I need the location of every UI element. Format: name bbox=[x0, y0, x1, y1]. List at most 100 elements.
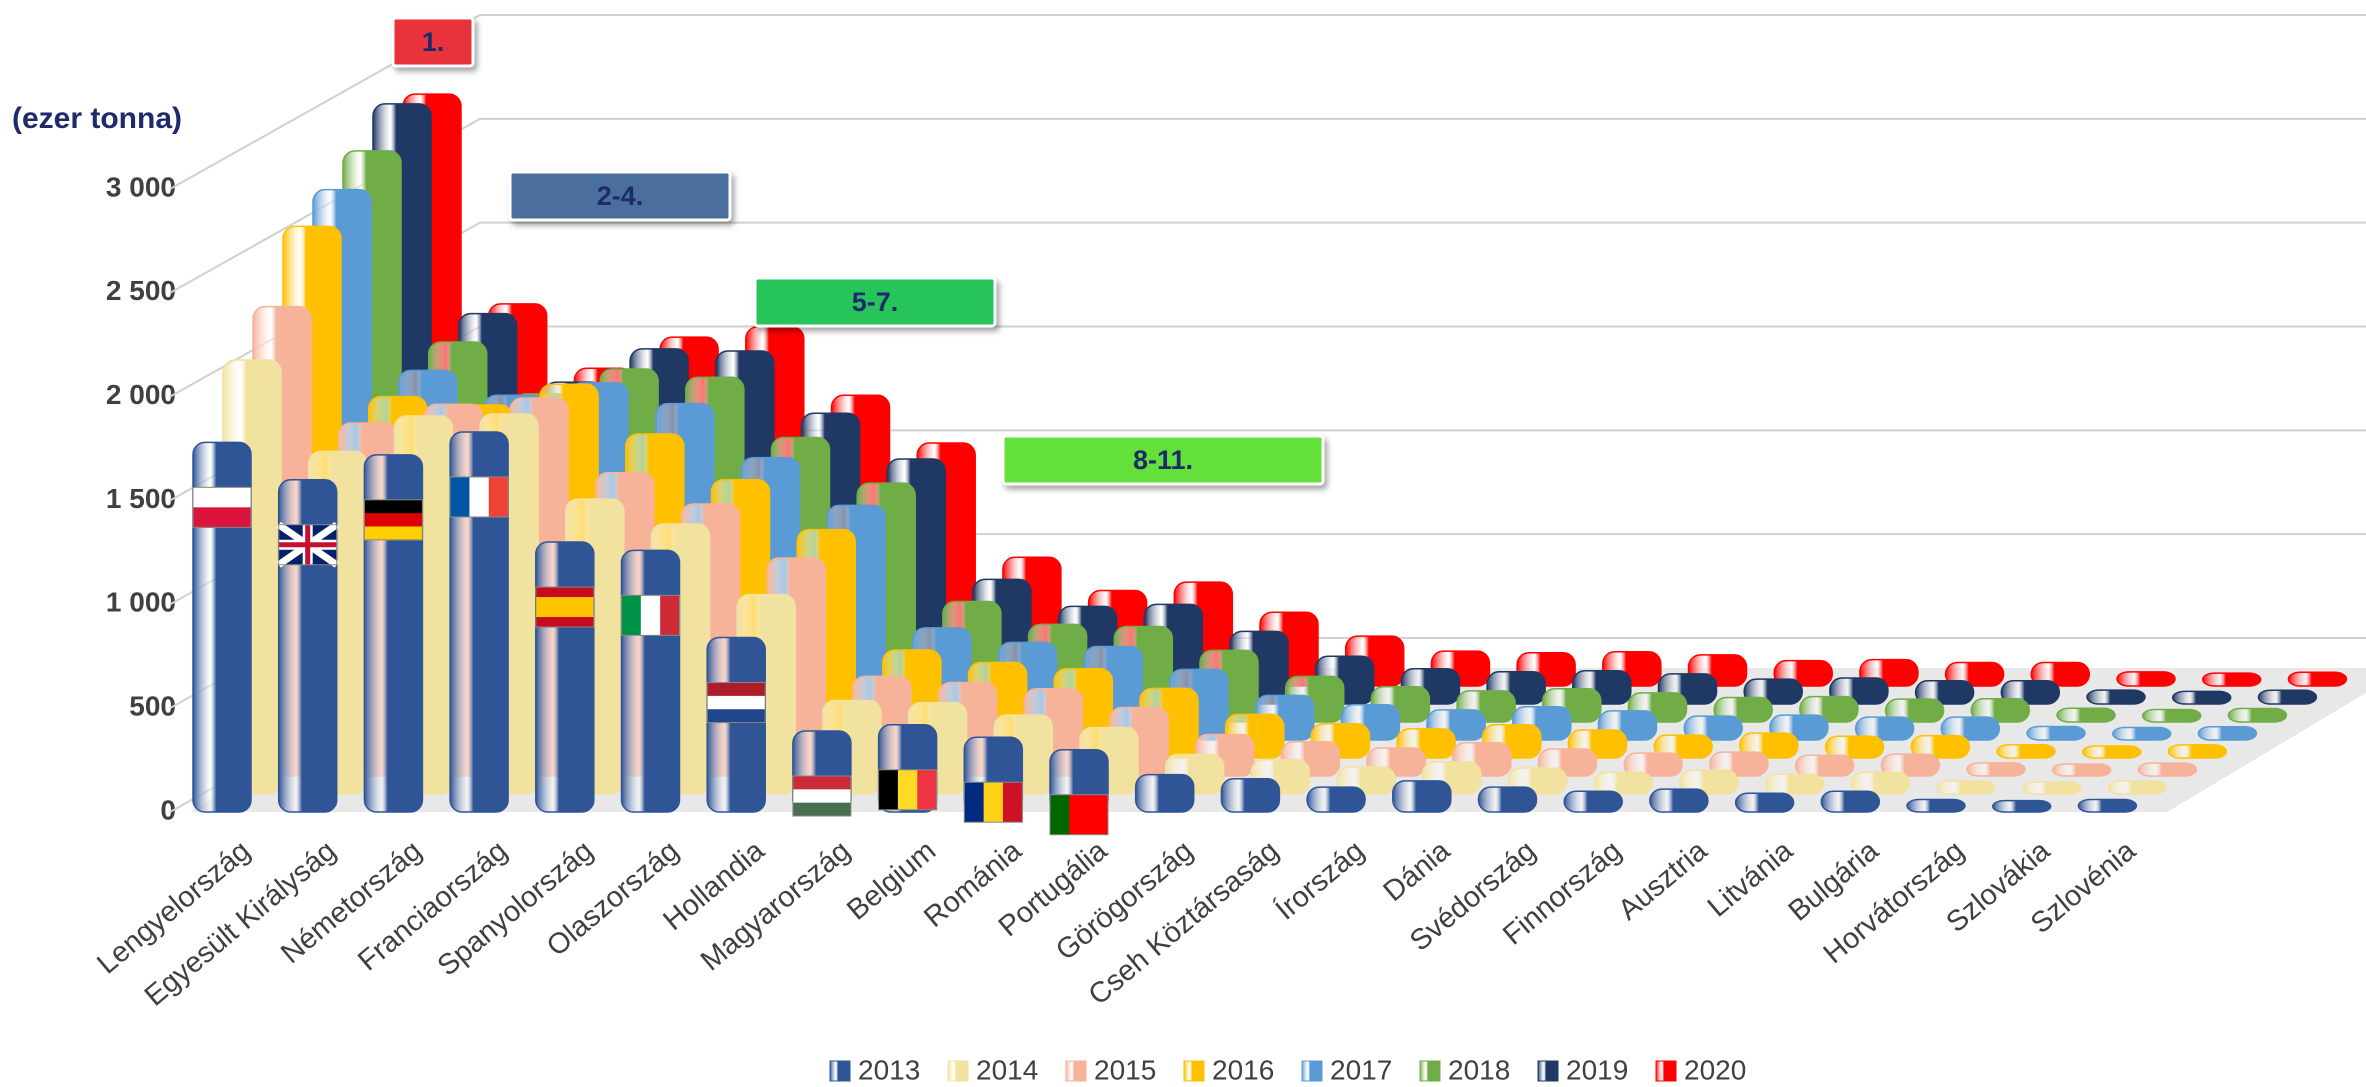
flag bbox=[193, 487, 251, 528]
bar bbox=[2057, 708, 2115, 722]
y-tick-label: 2 000 bbox=[106, 379, 176, 410]
legend-label: 2016 bbox=[1212, 1054, 1274, 1085]
flag-part bbox=[1050, 795, 1070, 835]
flag-part bbox=[879, 770, 899, 810]
bar bbox=[2027, 727, 2085, 740]
bar bbox=[1997, 745, 2055, 758]
flag-part bbox=[536, 597, 594, 608]
grid-line bbox=[170, 119, 2366, 293]
bar bbox=[1221, 779, 1279, 812]
rank-label: 5-7. bbox=[852, 287, 899, 317]
bar bbox=[2113, 728, 2171, 740]
bar bbox=[1907, 800, 1965, 812]
bar bbox=[2108, 781, 2166, 794]
flag-part bbox=[793, 803, 851, 817]
bar bbox=[1479, 787, 1537, 812]
rank-label: 1. bbox=[422, 27, 445, 57]
flag-part bbox=[193, 487, 251, 508]
legend-label: 2013 bbox=[858, 1054, 920, 1085]
legend-label: 2014 bbox=[976, 1054, 1038, 1085]
flag-part bbox=[536, 617, 594, 628]
flag bbox=[364, 500, 422, 540]
flag-part bbox=[489, 477, 509, 517]
flag-part bbox=[536, 607, 594, 618]
flag-part bbox=[917, 770, 937, 810]
y-tick-label: 500 bbox=[129, 691, 176, 722]
legend-label: 2020 bbox=[1684, 1054, 1746, 1085]
flag-part bbox=[660, 595, 680, 635]
rank-label: 2-4. bbox=[597, 181, 644, 211]
flag bbox=[1050, 795, 1109, 835]
flag-part bbox=[984, 782, 1004, 822]
legend-swatch bbox=[1656, 1061, 1676, 1081]
bar bbox=[2087, 690, 2145, 704]
x-tick-label: Litvánia bbox=[1702, 834, 1800, 923]
legend-swatch bbox=[1184, 1061, 1204, 1081]
x-tick-label: Ausztria bbox=[1612, 834, 1713, 926]
flag-part bbox=[622, 595, 642, 635]
flag-part bbox=[641, 595, 661, 635]
bar bbox=[622, 550, 680, 812]
bar bbox=[2078, 800, 2136, 812]
bar bbox=[1736, 793, 1794, 812]
bar bbox=[1393, 781, 1451, 812]
legend-swatch bbox=[948, 1061, 968, 1081]
bar bbox=[1821, 791, 1879, 812]
flag-part bbox=[964, 782, 984, 822]
y-tick-label: 3 000 bbox=[106, 171, 176, 202]
flag-part bbox=[707, 709, 765, 723]
bar bbox=[2117, 672, 2175, 686]
bar bbox=[1766, 774, 1824, 794]
bar bbox=[1307, 787, 1365, 812]
flag-part bbox=[1089, 795, 1109, 835]
flag-part bbox=[364, 526, 422, 540]
flag-part bbox=[707, 696, 765, 710]
bar bbox=[1796, 755, 1854, 776]
flag bbox=[964, 782, 1023, 822]
bar bbox=[1993, 801, 2051, 812]
flag bbox=[707, 683, 765, 724]
flag-part bbox=[536, 587, 594, 598]
legend-label: 2018 bbox=[1448, 1054, 1510, 1085]
flag bbox=[793, 776, 851, 817]
x-tick-label: Írország bbox=[1269, 834, 1370, 927]
legend-label: 2019 bbox=[1566, 1054, 1628, 1085]
rank-label: 8-11. bbox=[1133, 445, 1193, 475]
bar bbox=[2053, 764, 2111, 776]
x-tick-label: Magyarország bbox=[695, 835, 856, 978]
flag-part bbox=[450, 477, 470, 517]
flag-part bbox=[707, 683, 765, 697]
bar bbox=[1967, 763, 2025, 776]
bar bbox=[1650, 789, 1708, 812]
bar bbox=[2083, 746, 2141, 758]
flag bbox=[622, 595, 681, 635]
flag-part bbox=[364, 513, 422, 527]
flag-part bbox=[898, 770, 918, 810]
x-tick-label: Spanyolország bbox=[432, 835, 600, 983]
flag-part bbox=[1003, 782, 1023, 822]
grid-line bbox=[170, 15, 2366, 189]
flag-part bbox=[793, 776, 851, 790]
flag-part bbox=[793, 789, 851, 803]
bar bbox=[2203, 673, 2261, 686]
bar bbox=[2288, 672, 2346, 686]
bar bbox=[2173, 691, 2231, 704]
flag-part bbox=[469, 477, 489, 517]
flag bbox=[879, 770, 938, 810]
bar bbox=[2228, 709, 2286, 722]
bar bbox=[707, 638, 765, 812]
legend-swatch bbox=[1302, 1061, 1322, 1081]
legend-label: 2017 bbox=[1330, 1054, 1392, 1085]
flag-part bbox=[364, 500, 422, 514]
legend-swatch bbox=[1538, 1061, 1558, 1081]
chart: (ezer tonna) 05001 0001 5002 0002 5003 0… bbox=[0, 0, 2366, 1087]
legend-label: 2015 bbox=[1094, 1054, 1156, 1085]
y-axis-label: (ezer tonna) bbox=[12, 102, 182, 135]
bar bbox=[2168, 745, 2226, 758]
bar bbox=[536, 542, 594, 812]
bar bbox=[1136, 775, 1194, 812]
flag-part bbox=[193, 507, 251, 528]
flag bbox=[450, 477, 509, 517]
bar bbox=[2143, 710, 2201, 722]
y-tick-label: 1 500 bbox=[106, 483, 176, 514]
